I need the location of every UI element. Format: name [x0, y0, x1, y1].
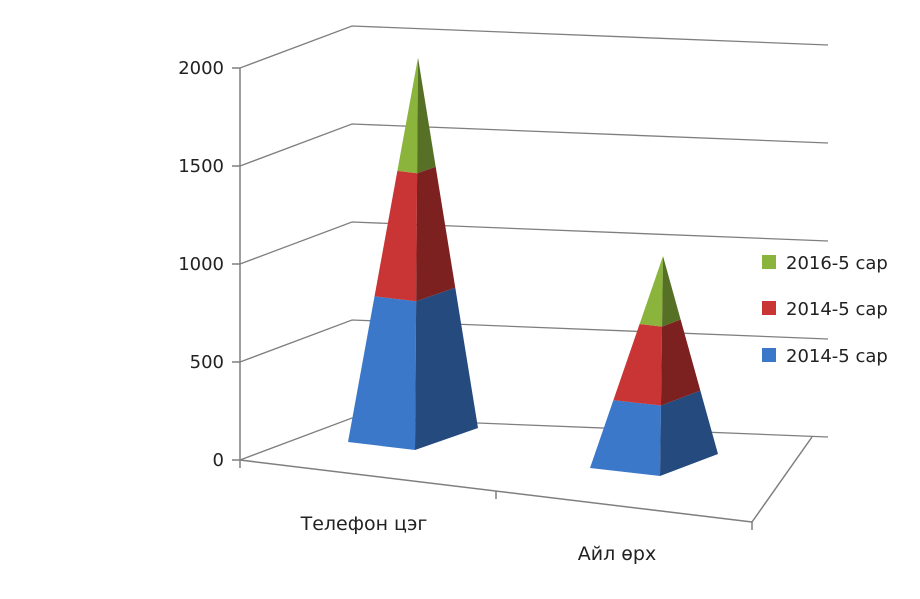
pyramid-segment-front — [613, 324, 663, 406]
pyramid-segment-front — [374, 170, 418, 302]
pyramid-segment-side — [415, 287, 478, 450]
y-tick-label: 500 — [190, 352, 224, 373]
legend-swatch — [762, 348, 776, 362]
pyramid-segment-front — [397, 57, 418, 174]
axes — [232, 67, 813, 530]
pyramid-segment-side — [417, 57, 436, 174]
x-axis-categories: Телефон цэг Айл өрх — [300, 513, 657, 565]
gridline — [239, 319, 829, 363]
gridline — [239, 123, 829, 167]
legend-label: 2016-5 сар — [786, 253, 888, 274]
floor-edge — [751, 436, 813, 523]
pyramid-segment-side — [660, 319, 701, 406]
gridline — [239, 221, 829, 265]
legend-label: 2014-5 сар — [786, 299, 888, 320]
y-tick-label: 1000 — [178, 254, 224, 275]
gridline — [239, 25, 829, 69]
legend: 2016-5 сар 2014-5 сар 2014-5 сар — [762, 253, 888, 367]
pyramid-segment-front — [590, 400, 661, 476]
y-tick-label: 0 — [213, 450, 224, 471]
grid — [239, 25, 829, 461]
legend-swatch — [762, 255, 776, 269]
legend-item: 2014-5 сар — [762, 299, 888, 320]
y-tick-label: 1500 — [178, 156, 224, 177]
pyramid-segment-side — [660, 390, 718, 476]
legend-label: 2014-5 сар — [786, 346, 888, 367]
pyramid-series — [348, 57, 718, 476]
y-axis-ticks: 0 500 1000 1500 2000 — [178, 58, 224, 471]
gridline — [239, 417, 829, 461]
y-tick-label: 2000 — [178, 58, 224, 79]
pyramid-segment-front — [348, 296, 417, 450]
pyramid-segment-front — [639, 256, 663, 327]
legend-item: 2016-5 сар — [762, 253, 888, 274]
legend-item: 2014-5 сар — [762, 346, 888, 367]
category-label: Телефон цэг — [300, 513, 428, 535]
pyramid-segment-side — [662, 256, 681, 327]
legend-swatch — [762, 301, 776, 315]
category-label: Айл өрх — [578, 543, 656, 565]
pyramid-segment-side — [416, 166, 456, 302]
